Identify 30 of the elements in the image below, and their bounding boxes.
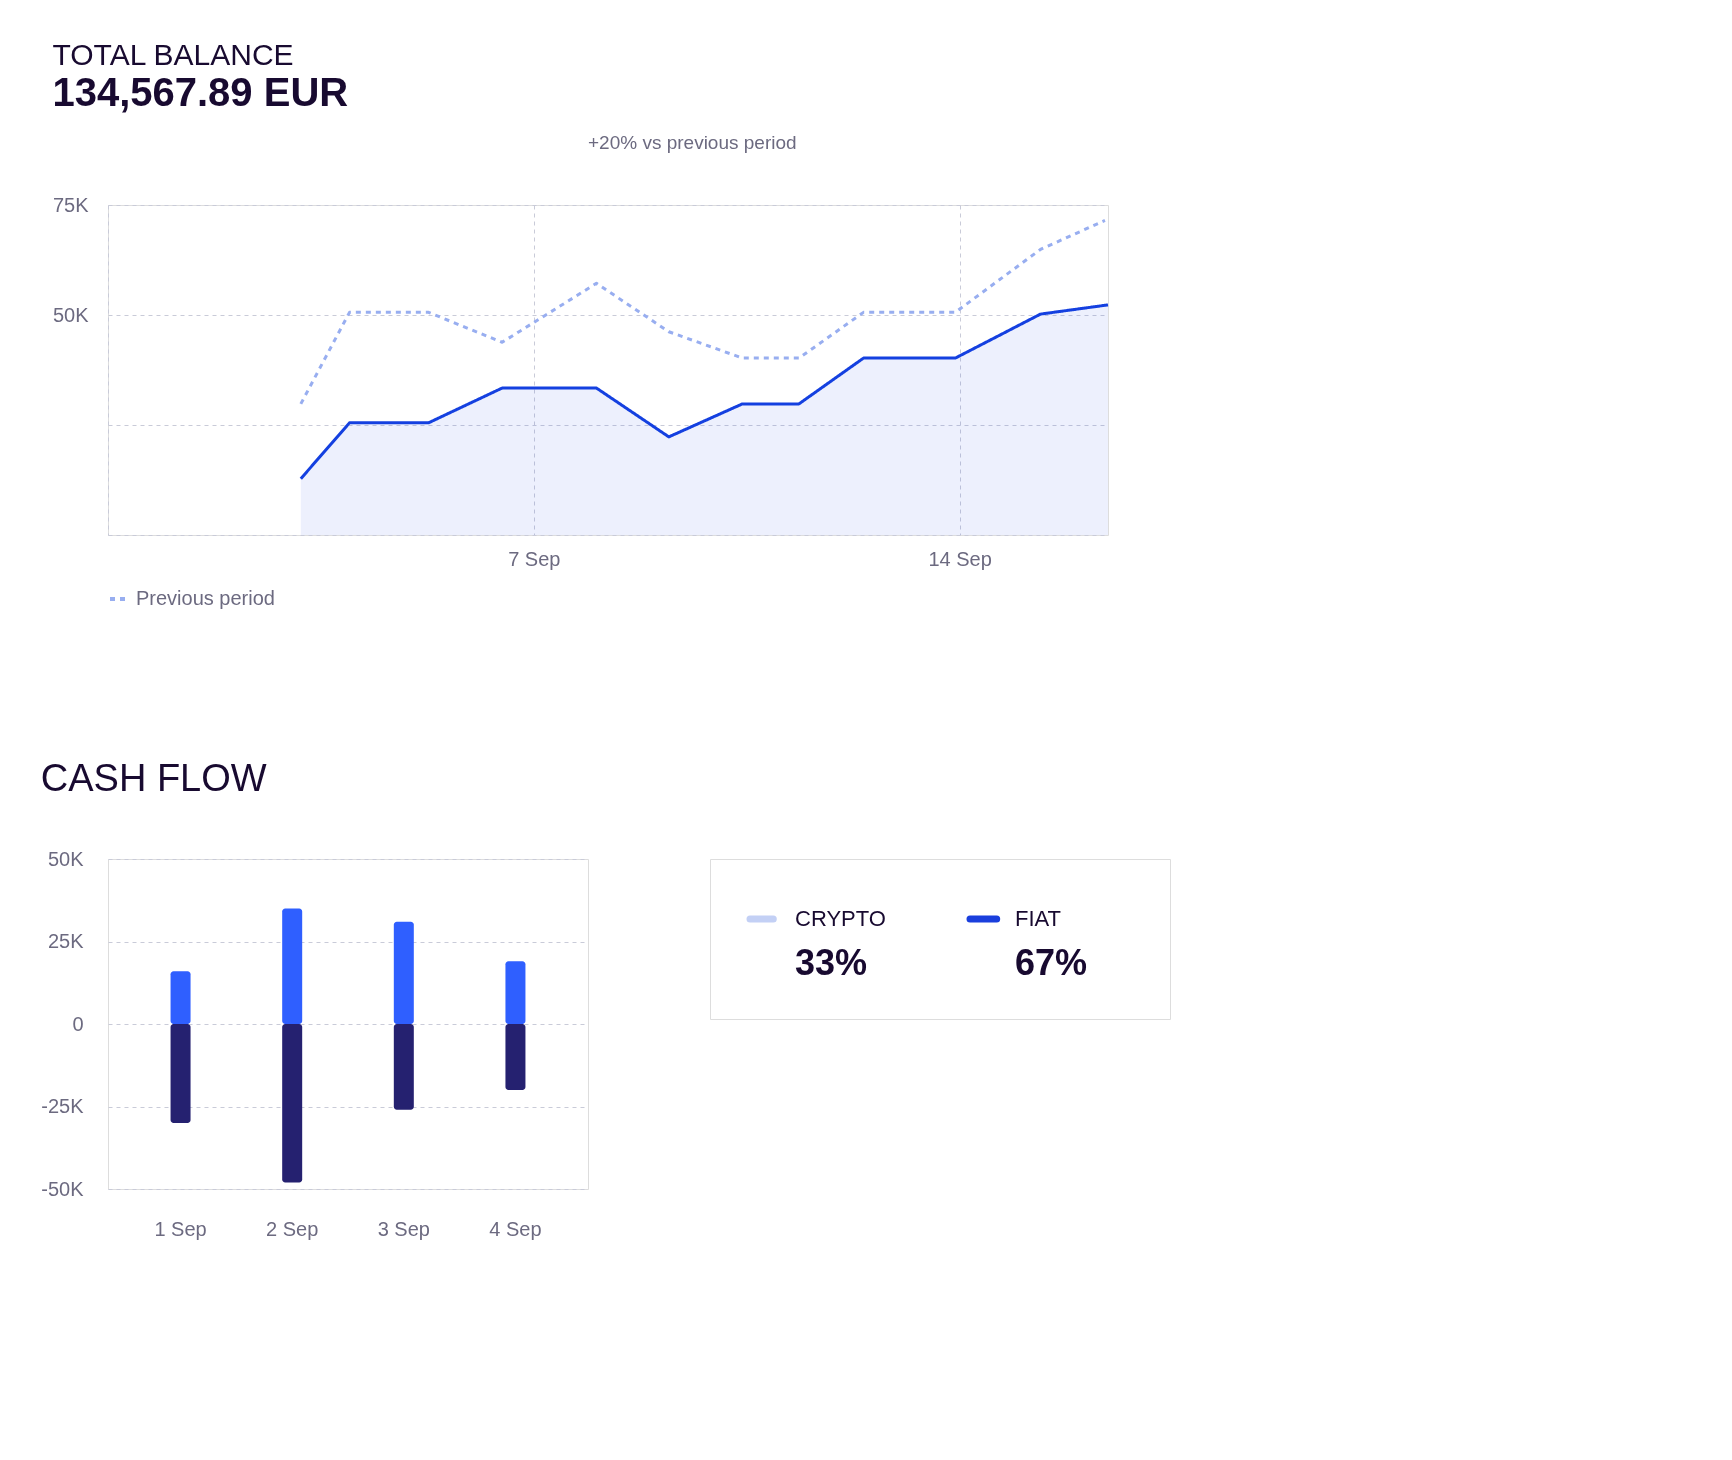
- bar: [282, 908, 303, 1024]
- y-tick-label: 25K: [47, 930, 85, 952]
- x-tick-label: 4 Sep: [489, 1217, 542, 1240]
- x-tick-label: 1 Sep: [154, 1217, 207, 1240]
- chart-subtitle: 134,567.89 EUR: [52, 70, 349, 114]
- chart-title: CASH FLOW: [40, 757, 267, 799]
- x-tick-label: 3 Sep: [377, 1217, 430, 1240]
- y-tick-label: -25K: [41, 1095, 85, 1117]
- x-tick-label: 2 Sep: [266, 1217, 319, 1240]
- bar: [393, 1024, 414, 1110]
- bar: [282, 1024, 303, 1183]
- y-tick-label: 0: [72, 1012, 84, 1035]
- legend-label: Previous period: [136, 587, 275, 609]
- y-tick-label: -50K: [41, 1177, 85, 1200]
- y-tick-label: 50K: [52, 303, 90, 326]
- x-tick-label: 14 Sep: [928, 547, 992, 570]
- bar: [170, 1024, 191, 1123]
- bar: [505, 1024, 526, 1090]
- y-tick-label: 75K: [52, 193, 90, 216]
- y-tick-label: 50K: [47, 847, 85, 870]
- category-label: FIAT: [1015, 906, 1062, 931]
- data-label: 33%: [795, 942, 868, 983]
- data-label: 67%: [1015, 942, 1088, 983]
- bar: [505, 961, 526, 1024]
- bar: [170, 971, 191, 1024]
- x-tick-label: 7 Sep: [508, 547, 561, 570]
- bar: [393, 921, 414, 1024]
- category-label: CRYPTO: [795, 906, 886, 931]
- chart-title: TOTAL BALANCE: [52, 38, 294, 71]
- text: +20% vs previous period: [588, 132, 797, 153]
